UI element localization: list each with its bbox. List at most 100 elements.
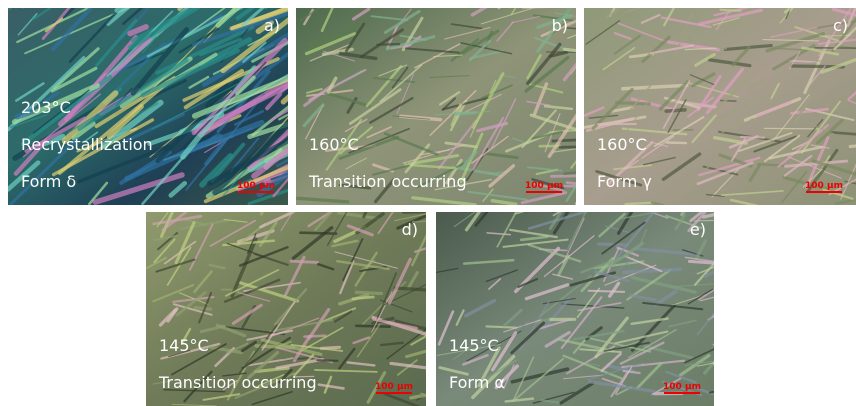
crystal-streak xyxy=(684,47,717,51)
crystal-streak xyxy=(829,130,856,136)
crystal-streak xyxy=(429,89,477,136)
crystal-streak xyxy=(488,278,502,290)
crystal-streak xyxy=(225,268,280,297)
crystal-streak xyxy=(385,35,436,51)
crystal-streak xyxy=(540,399,560,404)
crystal-streak xyxy=(351,295,375,301)
crystal-streak xyxy=(739,135,766,139)
crystal-streak xyxy=(558,145,576,149)
crystal-streak xyxy=(302,103,325,128)
crystal-streak xyxy=(348,127,410,154)
crystal-streak xyxy=(696,311,714,336)
crystal-streak xyxy=(158,308,178,327)
crystal-streak xyxy=(721,119,746,133)
crystal-streak xyxy=(689,212,704,223)
crystal-streak xyxy=(371,291,393,333)
crystal-streak xyxy=(543,235,595,278)
crystal-streak xyxy=(579,348,622,354)
crystal-streak xyxy=(651,212,669,219)
crystal-streak xyxy=(41,8,71,40)
crystal-streak xyxy=(698,8,763,26)
crystal-streak xyxy=(686,150,726,189)
caption-line: 145°C xyxy=(449,336,499,355)
crystal-streak xyxy=(820,57,856,74)
crystal-streak xyxy=(220,17,288,74)
crystal-streak xyxy=(610,106,635,113)
crystal-streak xyxy=(604,264,657,286)
crystal-streak xyxy=(520,191,568,205)
crystal-streak xyxy=(768,145,823,160)
crystal-streak xyxy=(193,270,213,294)
crystal-streak xyxy=(93,72,107,86)
crystal-streak xyxy=(636,362,663,390)
crystal-streak xyxy=(593,260,645,270)
crystal-streak xyxy=(61,90,119,144)
crystal-streak xyxy=(544,112,561,153)
crystal-streak xyxy=(552,212,561,217)
crystal-streak xyxy=(293,353,315,377)
crystal-streak xyxy=(712,313,714,317)
crystal-streak xyxy=(846,8,856,28)
crystal-streak xyxy=(527,243,582,263)
crystal-streak xyxy=(693,219,714,222)
crystal-streak xyxy=(234,110,265,126)
crystal-streak xyxy=(521,8,551,9)
crystal-streak xyxy=(269,109,288,122)
crystal-streak xyxy=(707,58,752,68)
crystal-streak xyxy=(453,344,474,361)
crystal-streak xyxy=(502,308,523,328)
crystal-streak xyxy=(105,8,131,26)
crystal-streak xyxy=(146,256,167,270)
crystal-streak xyxy=(338,183,372,190)
crystal-streak xyxy=(366,371,387,404)
crystal-streak xyxy=(32,89,90,134)
crystal-streak xyxy=(542,297,571,331)
crystal-streak xyxy=(106,104,144,140)
crystal-streak xyxy=(701,212,714,219)
crystal-streak xyxy=(633,247,701,257)
crystal-streak xyxy=(331,239,359,248)
crystal-streak xyxy=(52,47,100,90)
crystal-streak xyxy=(517,278,539,288)
crystal-streak xyxy=(178,27,220,54)
crystal-streak xyxy=(679,353,711,377)
crystal-streak xyxy=(524,283,570,301)
crystal-streak xyxy=(290,343,344,352)
crystal-streak xyxy=(471,354,516,400)
crystal-streak xyxy=(536,8,573,53)
crystal-streak xyxy=(342,238,364,282)
crystal-streak xyxy=(496,212,518,248)
crystal-streak xyxy=(653,289,678,307)
crystal-streak xyxy=(477,346,501,388)
crystal-streak xyxy=(383,132,439,156)
crystal-streak xyxy=(563,374,604,380)
crystal-streak xyxy=(585,20,620,45)
crystal-streak xyxy=(321,90,371,108)
crystal-streak xyxy=(684,256,714,263)
crystal-streak xyxy=(485,325,518,329)
panel: b) 160°C Transition occurring 100 µm xyxy=(296,8,576,205)
crystal-streak xyxy=(532,182,565,192)
crystal-streak xyxy=(816,118,844,145)
crystal-streak xyxy=(334,251,398,269)
crystal-streak xyxy=(532,82,549,116)
crystal-streak xyxy=(223,218,248,223)
crystal-streak xyxy=(584,106,605,117)
crystal-streak xyxy=(494,364,520,390)
crystal-streak xyxy=(307,307,331,340)
crystal-streak xyxy=(438,366,469,376)
crystal-streak xyxy=(531,178,565,190)
crystal-streak xyxy=(521,109,557,149)
crystal-streak xyxy=(561,303,625,309)
crystal-streak xyxy=(738,132,793,152)
crystal-streak xyxy=(240,340,257,353)
crystal-streak xyxy=(694,262,714,286)
crystal-streak xyxy=(189,223,214,271)
crystal-streak xyxy=(470,8,488,17)
crystal-streak xyxy=(819,34,852,37)
crystal-streak xyxy=(510,321,546,355)
crystal-streak xyxy=(284,255,306,297)
crystal-streak xyxy=(840,163,856,200)
crystal-streak xyxy=(565,183,576,203)
scale-bar-label: 100 µm xyxy=(663,382,701,392)
